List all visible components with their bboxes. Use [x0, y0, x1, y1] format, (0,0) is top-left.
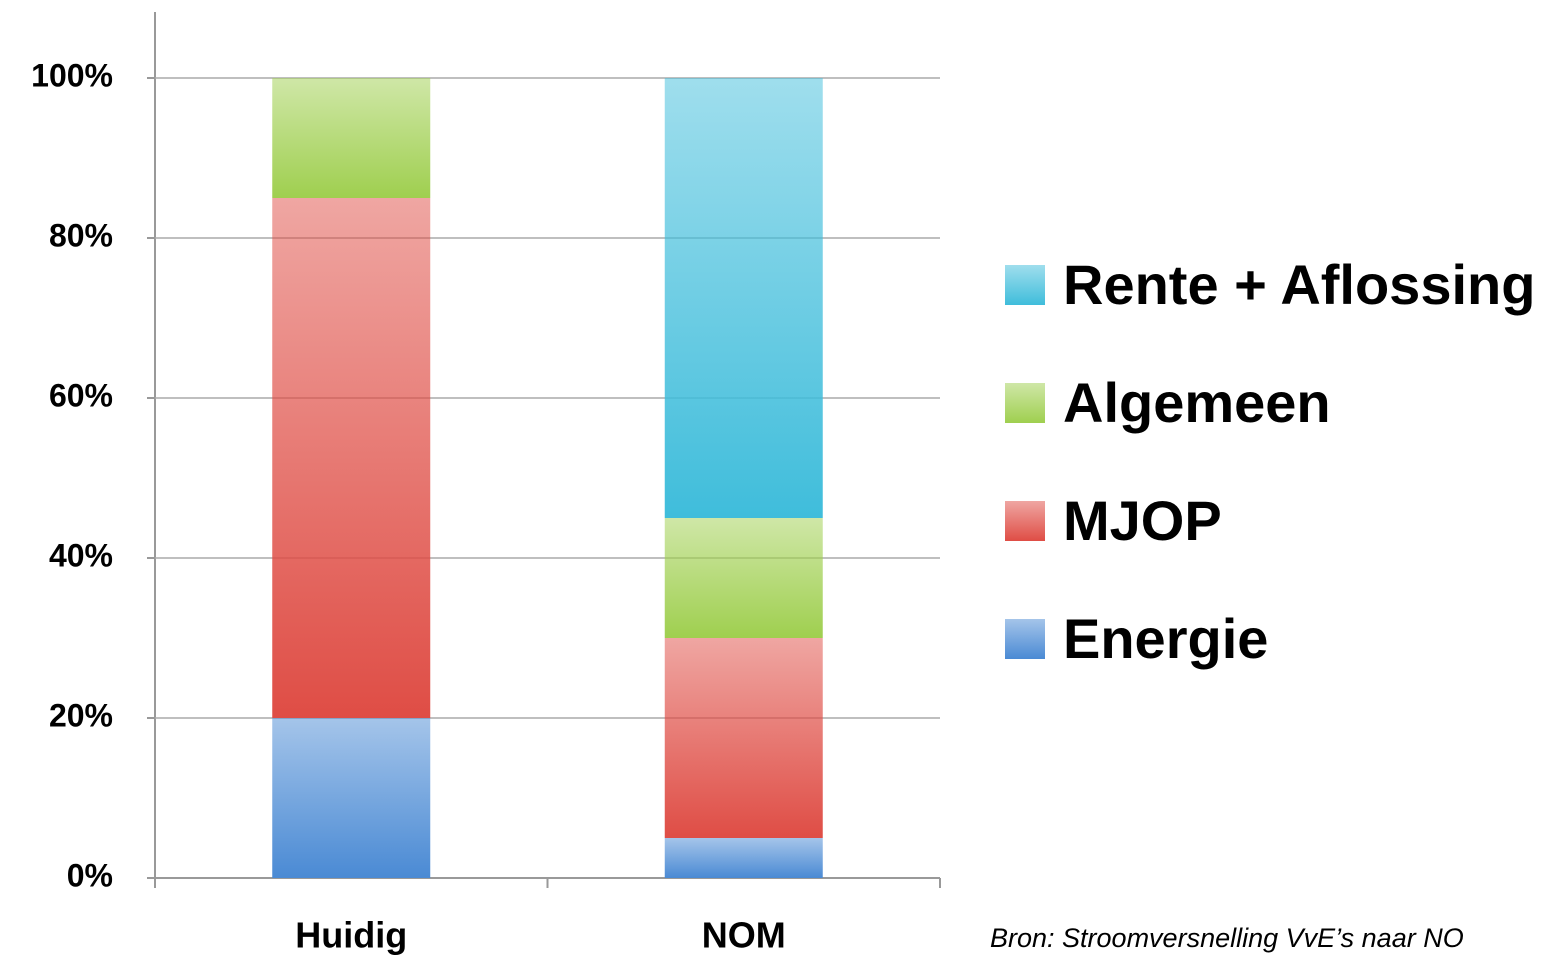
x-tick-label: Huidig: [295, 915, 407, 956]
y-tick-label: 80%: [49, 217, 113, 253]
legend-swatch: [1005, 265, 1045, 305]
legend-label: Energie: [1063, 607, 1268, 670]
legend-swatch: [1005, 383, 1045, 423]
y-tick-label: 60%: [49, 377, 113, 413]
x-tick-label: NOM: [702, 915, 786, 956]
legend-label: Rente + Aflossing: [1063, 253, 1535, 316]
y-tick-label: 40%: [49, 537, 113, 573]
y-tick-label: 0%: [67, 857, 113, 893]
bar-segment: [664, 638, 823, 838]
bar-segment: [664, 78, 823, 518]
y-tick-label: 100%: [31, 57, 113, 93]
source-note: Bron: Stroomversnelling VvE’s naar NO: [990, 923, 1464, 953]
legend-swatch: [1005, 619, 1045, 659]
bar-segment: [272, 78, 431, 198]
bar-segment: [664, 518, 823, 638]
bar-segment: [664, 838, 823, 878]
bar-segment: [272, 718, 431, 878]
legend-label: Algemeen: [1063, 371, 1331, 434]
y-tick-label: 20%: [49, 697, 113, 733]
legend-swatch: [1005, 501, 1045, 541]
bar-segment: [272, 198, 431, 718]
legend-label: MJOP: [1063, 489, 1222, 552]
